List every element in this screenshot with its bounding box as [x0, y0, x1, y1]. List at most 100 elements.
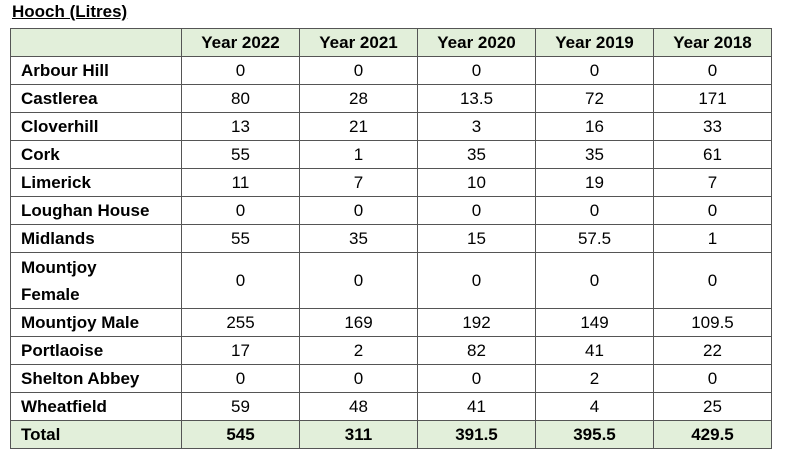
table-row: Midlands 55 35 15 57.5 1 — [10, 224, 772, 253]
hooch-table: Year 2022 Year 2021 Year 2020 Year 2019 … — [10, 28, 772, 449]
table-cell: 59 — [181, 392, 300, 421]
table-cell: 0 — [299, 56, 418, 85]
table-row: Loughan House 0 0 0 0 0 — [10, 196, 772, 225]
table-cell: 82 — [417, 336, 536, 365]
table-cell: 1 — [299, 140, 418, 169]
table-cell: 22 — [653, 336, 772, 365]
table-title: Hooch (Litres) — [12, 2, 128, 21]
table-cell: 0 — [653, 252, 772, 309]
table-cell: 2 — [299, 336, 418, 365]
table-cell: 7 — [653, 168, 772, 197]
table-row: Mountjoy Male 255 169 192 149 109.5 — [10, 308, 772, 337]
table-cell: 21 — [299, 112, 418, 141]
row-label: Portlaoise — [10, 336, 182, 365]
table-cell: 0 — [417, 56, 536, 85]
table-cell: 109.5 — [653, 308, 772, 337]
table-row: Limerick 11 7 10 19 7 — [10, 168, 772, 197]
table-cell: 0 — [417, 196, 536, 225]
table-cell: 33 — [653, 112, 772, 141]
table-cell: 0 — [299, 252, 418, 309]
table-cell: 10 — [417, 168, 536, 197]
row-label: Mountjoy Female — [10, 252, 182, 309]
table-cell: 0 — [653, 364, 772, 393]
table-cell: 1 — [653, 224, 772, 253]
table-cell: 48 — [299, 392, 418, 421]
table-cell: 13 — [181, 112, 300, 141]
table-row: Arbour Hill 0 0 0 0 0 — [10, 56, 772, 85]
total-label: Total — [10, 420, 182, 449]
table-row: Wheatfield 59 48 41 4 25 — [10, 392, 772, 421]
row-label: Midlands — [10, 224, 182, 253]
total-cell: 395.5 — [535, 420, 654, 449]
table-cell: 171 — [653, 84, 772, 113]
table-cell: 72 — [535, 84, 654, 113]
table-cell: 0 — [181, 364, 300, 393]
table-cell: 13.5 — [417, 84, 536, 113]
table-cell: 7 — [299, 168, 418, 197]
table-cell: 55 — [181, 140, 300, 169]
table-cell: 3 — [417, 112, 536, 141]
table-row: Castlerea 80 28 13.5 72 171 — [10, 84, 772, 113]
table-cell: 61 — [653, 140, 772, 169]
header-row: Year 2022 Year 2021 Year 2020 Year 2019 … — [10, 28, 772, 57]
table-cell: 0 — [653, 196, 772, 225]
row-label: Wheatfield — [10, 392, 182, 421]
table-cell: 0 — [535, 252, 654, 309]
row-label: Mountjoy Male — [10, 308, 182, 337]
header-cell-year-2020: Year 2020 — [417, 28, 536, 57]
table-cell: 0 — [653, 56, 772, 85]
table-cell: 41 — [417, 392, 536, 421]
table-cell: 0 — [417, 252, 536, 309]
row-label: Cloverhill — [10, 112, 182, 141]
table-cell: 0 — [181, 252, 300, 309]
table-cell: 2 — [535, 364, 654, 393]
row-label: Limerick — [10, 168, 182, 197]
table-cell: 255 — [181, 308, 300, 337]
table-cell: 0 — [535, 56, 654, 85]
table-cell: 0 — [299, 364, 418, 393]
header-cell-empty — [10, 28, 182, 57]
table-cell: 80 — [181, 84, 300, 113]
table-cell: 0 — [299, 196, 418, 225]
header-cell-year-2019: Year 2019 — [535, 28, 654, 57]
table-cell: 25 — [653, 392, 772, 421]
table-row: Cloverhill 13 21 3 16 33 — [10, 112, 772, 141]
row-label-line: Mountjoy — [21, 257, 97, 277]
table-row: Mountjoy Female 0 0 0 0 0 — [10, 252, 772, 309]
row-label: Loughan House — [10, 196, 182, 225]
header-cell-year-2021: Year 2021 — [299, 28, 418, 57]
row-label: Cork — [10, 140, 182, 169]
table-cell: 0 — [535, 196, 654, 225]
row-label: Shelton Abbey — [10, 364, 182, 393]
table-cell: 41 — [535, 336, 654, 365]
table-cell: 35 — [299, 224, 418, 253]
header-cell-year-2018: Year 2018 — [653, 28, 772, 57]
table-cell: 192 — [417, 308, 536, 337]
table-cell: 35 — [535, 140, 654, 169]
table-cell: 57.5 — [535, 224, 654, 253]
table-cell: 0 — [181, 56, 300, 85]
table-cell: 16 — [535, 112, 654, 141]
table-cell: 15 — [417, 224, 536, 253]
table-cell: 11 — [181, 168, 300, 197]
total-cell: 545 — [181, 420, 300, 449]
row-label: Arbour Hill — [10, 56, 182, 85]
table-cell: 4 — [535, 392, 654, 421]
table-row: Cork 55 1 35 35 61 — [10, 140, 772, 169]
table-row: Shelton Abbey 0 0 0 2 0 — [10, 364, 772, 393]
total-cell: 311 — [299, 420, 418, 449]
total-row: Total 545 311 391.5 395.5 429.5 — [10, 420, 772, 449]
table-cell: 169 — [299, 308, 418, 337]
table-cell: 149 — [535, 308, 654, 337]
table-row: Portlaoise 17 2 82 41 22 — [10, 336, 772, 365]
total-cell: 391.5 — [417, 420, 536, 449]
table-cell: 55 — [181, 224, 300, 253]
table-cell: 0 — [417, 364, 536, 393]
table-cell: 17 — [181, 336, 300, 365]
table-cell: 35 — [417, 140, 536, 169]
row-label: Castlerea — [10, 84, 182, 113]
table-cell: 0 — [181, 196, 300, 225]
total-cell: 429.5 — [653, 420, 772, 449]
table-cell: 28 — [299, 84, 418, 113]
table-cell: 19 — [535, 168, 654, 197]
